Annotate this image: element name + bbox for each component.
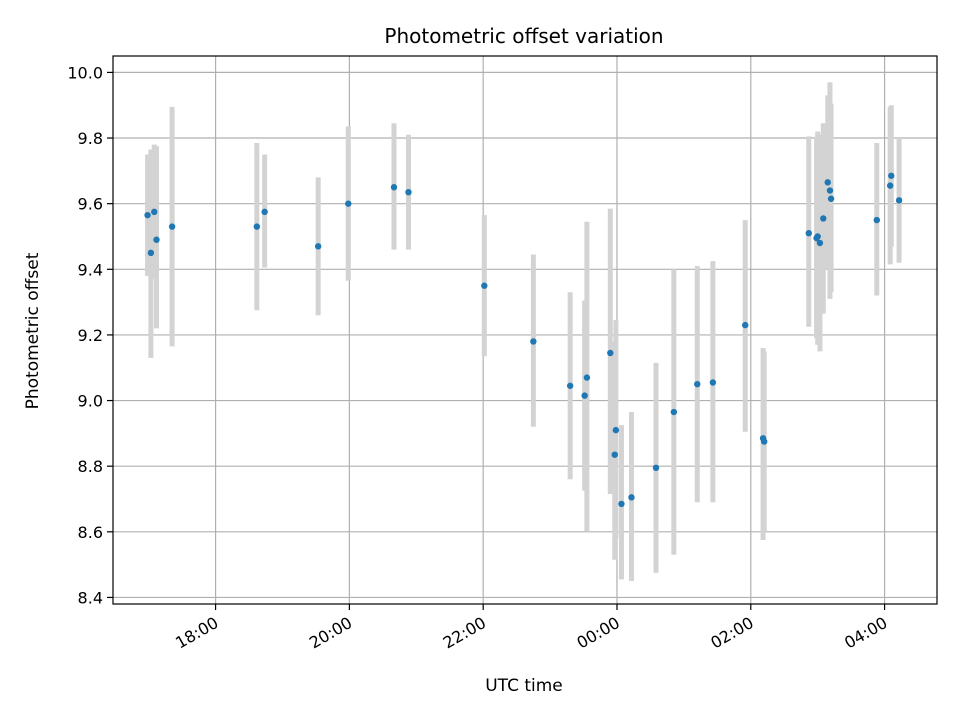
- data-point: [760, 438, 768, 445]
- data-point: [147, 249, 155, 257]
- data-point: [652, 464, 660, 472]
- data-point: [314, 243, 322, 250]
- data-point: [816, 239, 824, 247]
- y-tick-label: 8.8: [78, 457, 103, 476]
- data-point: [888, 172, 895, 179]
- chart-title: Photometric offset variation: [384, 24, 663, 48]
- y-tick-label: 10.0: [67, 63, 103, 82]
- y-tick-label: 9.0: [78, 392, 103, 411]
- data-point: [153, 236, 160, 243]
- data-point: [261, 208, 268, 216]
- data-point: [820, 215, 827, 222]
- data-point: [607, 349, 614, 357]
- data-point: [566, 382, 574, 389]
- data-point: [824, 179, 831, 186]
- y-tick-label: 9.6: [78, 195, 103, 214]
- data-point: [612, 426, 620, 434]
- data-point: [670, 408, 678, 416]
- y-tick-label: 8.6: [78, 523, 103, 542]
- data-point: [742, 321, 749, 329]
- data-point: [628, 494, 635, 501]
- data-point: [583, 374, 591, 381]
- y-axis-title: Photometric offset: [23, 252, 43, 409]
- data-point: [805, 229, 812, 237]
- data-point: [814, 233, 821, 240]
- y-tick-label: 9.2: [78, 326, 103, 345]
- data-point: [151, 208, 158, 216]
- data-point: [618, 500, 625, 508]
- plot-frame: [112, 55, 938, 605]
- y-tick-label: 9.8: [78, 129, 103, 148]
- data-point: [390, 184, 398, 191]
- data-point: [345, 200, 352, 207]
- y-tick-label: 9.4: [78, 260, 103, 279]
- data-points: [144, 172, 903, 508]
- y-tick-label: 8.4: [78, 588, 103, 607]
- grid: [113, 56, 937, 604]
- data-point: [694, 380, 701, 388]
- data-point: [895, 197, 903, 204]
- data-point: [144, 211, 151, 219]
- data-point: [826, 187, 834, 194]
- data-point: [827, 195, 835, 202]
- data-point: [886, 182, 894, 189]
- data-point: [709, 379, 717, 386]
- data-point: [581, 392, 588, 399]
- data-point: [873, 216, 880, 224]
- data-point: [405, 188, 412, 196]
- data-point: [481, 282, 488, 289]
- data-point: [168, 223, 176, 230]
- data-point: [611, 451, 618, 458]
- data-point: [530, 338, 537, 345]
- data-point: [253, 223, 261, 230]
- x-axis-title: UTC time: [485, 676, 563, 696]
